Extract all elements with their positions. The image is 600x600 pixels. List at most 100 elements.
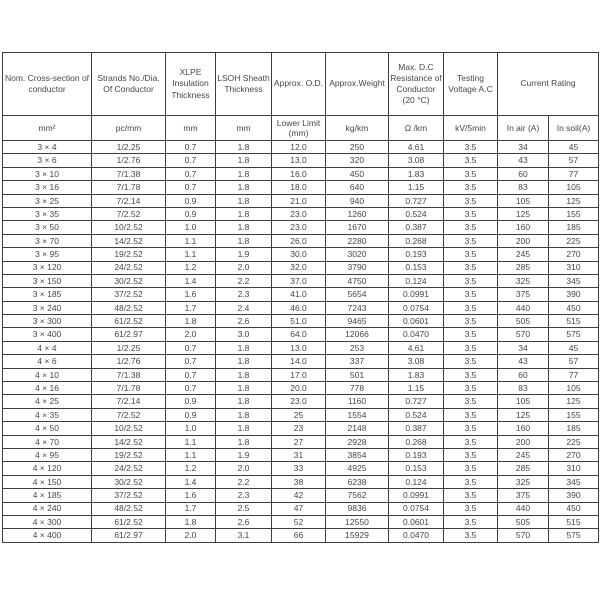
table-cell: 3 × 120 [2,260,92,275]
table-cell: 3.5 [443,206,498,222]
table-cell: 250 [325,139,389,155]
table-cell: 778 [325,381,389,396]
table-cell: 1.8 [215,139,272,155]
table-cell: 1.8 [215,340,272,356]
table-cell: 570 [497,528,549,543]
table-row: 4 × 150 30/2.52 1.4 2.2 38 6238 0.124 3.5 325 345 [2,474,599,490]
table-cell: 23 [271,421,326,436]
table-cell: 501 [325,367,389,383]
table-cell: 83 [497,180,549,195]
table-row: 3 × 50 10/2.52 1.0 1.8 23.0 1670 0.387 3.5 160 18… [2,220,599,235]
table-cell: 0.153 [388,461,444,476]
table-cell: 1.8 [165,314,216,329]
table-cell: 3854 [325,447,389,463]
table-row: 4 × 50 10/2.52 1.0 1.8 23 2148 0.387 3.5 160 185 [2,421,599,436]
table-cell: 3 × 400 [2,327,92,342]
table-cell: 1.8 [215,367,272,383]
table-cell: 43 [497,354,549,369]
table-cell: 450 [548,300,599,316]
table-cell: 7562 [325,488,389,503]
table-cell: 3.5 [443,501,498,516]
table-cell: 1.83 [388,367,444,383]
table-cell: 253 [325,340,389,356]
table-cell: 1.8 [215,166,272,182]
table-cell: 105 [548,381,599,396]
table-cell: 3.5 [443,153,498,168]
table-cell: 1.2 [165,260,216,275]
table-cell: 48/2.52 [91,501,166,516]
table-cell: 4 × 400 [2,528,92,543]
table-row: 4 × 6 1/2.76 0.7 1.8 14.0 337 3.08 3.5 43 57 [2,354,599,369]
table-cell: 155 [548,407,599,423]
table-cell: 1554 [325,407,389,423]
table-cell: 20.0 [271,381,326,396]
unit-in-air: In air (A) [497,115,549,141]
table-cell: 45 [548,340,599,356]
table-cell: 1.2 [165,461,216,476]
table-cell: 6238 [325,474,389,490]
table-cell: 7/1.38 [91,166,166,182]
table-cell: 3790 [325,260,389,275]
table-cell: 66 [271,528,326,543]
table-cell: 46.0 [271,300,326,316]
unit-testing-voltage: kV/5min [443,115,498,141]
table-cell: 3.5 [443,514,498,530]
table-cell: 37.0 [271,273,326,289]
table-row: 3 × 70 14/2.52 1.1 1.8 26.0 2280 0.268 3.5 200 22… [2,233,599,249]
table-cell: 3.5 [443,421,498,436]
table-cell: 4 × 240 [2,501,92,516]
table-cell: 33 [271,461,326,476]
table-cell: 17.0 [271,367,326,383]
table-cell: 30/2.52 [91,273,166,289]
table-cell: 0.387 [388,220,444,235]
table-cell: 60 [497,166,549,182]
table-cell: 3.0 [215,327,272,342]
table-cell: 940 [325,193,389,208]
table-cell: 3.5 [443,193,498,208]
table-cell: 61/2.97 [91,327,166,342]
table-cell: 0.7 [165,153,216,168]
table-cell: 2280 [325,233,389,249]
table-cell: 0.0754 [388,300,444,316]
table-cell: 3.5 [443,461,498,476]
table-cell: 3.5 [443,247,498,262]
table-cell: 30.0 [271,247,326,262]
table-cell: 3.5 [443,220,498,235]
table-cell: 2.6 [215,314,272,329]
table-cell: 57 [548,153,599,168]
table-cell: 125 [548,193,599,208]
table-cell: 0.7 [165,381,216,396]
table-cell: 640 [325,180,389,195]
table-cell: 1.4 [165,474,216,490]
table-cell: 24/2.52 [91,461,166,476]
table-cell: 1.7 [165,300,216,316]
table-row: 3 × 150 30/2.52 1.4 2.2 37.0 4750 0.124 3.5 325 3… [2,273,599,289]
table-cell: 19/2.52 [91,247,166,262]
table-cell: 12550 [325,514,389,530]
table-cell: 1160 [325,394,389,409]
table-cell: 2.0 [165,528,216,543]
unit-approx-od: Lower Limit (mm) [271,115,326,141]
table-row: 4 × 185 37/2.52 1.6 2.3 42 7562 0.0991 3.5 375 39… [2,488,599,503]
table-cell: 375 [497,287,549,302]
table-cell: 15929 [325,528,389,543]
table-cell: 440 [497,501,549,516]
table-cell: 4 × 16 [2,381,92,396]
table-cell: 34 [497,340,549,356]
table-cell: 1/2.25 [91,139,166,155]
table-cell: 440 [497,300,549,316]
table-cell: 3.5 [443,327,498,342]
table-cell: 125 [497,206,549,222]
table-cell: 320 [325,153,389,168]
table-cell: 0.9 [165,193,216,208]
table-cell: 23.0 [271,206,326,222]
table-cell: 7/2.14 [91,193,166,208]
table-cell: 4.61 [388,340,444,356]
table-cell: 245 [497,447,549,463]
col-header-strands: Strands No./Dia. Of Conductor [91,52,166,116]
table-cell: 325 [497,474,549,490]
table-cell: 42 [271,488,326,503]
table-cell: 1.8 [215,381,272,396]
table-cell: 160 [497,220,549,235]
table-cell: 1.6 [165,488,216,503]
